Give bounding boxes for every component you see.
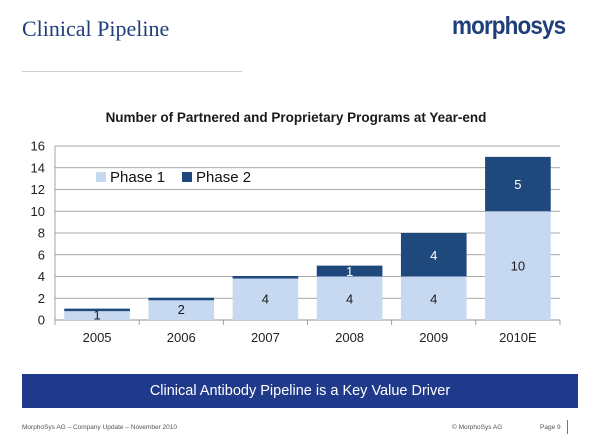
- x-tick-label: 2005: [83, 330, 112, 345]
- y-tick-label: 2: [38, 291, 45, 306]
- y-tick-label: 14: [31, 160, 45, 175]
- x-tick-label: 2006: [167, 330, 196, 345]
- x-tick-label: 2008: [335, 330, 364, 345]
- y-tick-label: 12: [31, 182, 45, 197]
- page-title: Clinical Pipeline: [22, 16, 170, 41]
- footer-page-number: Page 9: [540, 424, 561, 431]
- y-tick-label: 0: [38, 313, 45, 328]
- data-label: 1: [346, 264, 353, 279]
- bar-phase-1: [400, 276, 467, 320]
- y-tick-label: 6: [38, 247, 45, 262]
- data-label: 2: [178, 302, 185, 317]
- data-label: 4: [262, 291, 269, 306]
- bar-phase-1: [64, 309, 130, 320]
- page-number-separator: [567, 420, 568, 434]
- bar-phase-2: [232, 276, 299, 279]
- footer-copyright: © MorphoSys AG: [452, 424, 503, 431]
- data-label: 5: [514, 177, 521, 192]
- bar-phase-2: [316, 265, 383, 277]
- bar-phase-2: [64, 308, 130, 312]
- y-tick-label: 16: [31, 139, 45, 154]
- bar-phase-1: [485, 211, 551, 320]
- title-divider: [22, 71, 242, 72]
- data-label: 4: [430, 248, 437, 263]
- data-label: 1: [93, 308, 100, 323]
- x-tick-label: 2009: [419, 330, 448, 345]
- legend-swatch: [182, 172, 192, 182]
- key-message-banner: Clinical Antibody Pipeline is a Key Valu…: [22, 374, 578, 408]
- y-tick-label: 8: [38, 226, 45, 241]
- company-logo: morphosys: [452, 12, 566, 40]
- chart-title: Number of Partnered and Proprietary Prog…: [105, 110, 487, 125]
- legend-label: Phase 2: [196, 169, 251, 186]
- legend-label: Phase 1: [110, 169, 165, 186]
- data-label: 10: [511, 259, 525, 274]
- bar-phase-1: [232, 276, 299, 320]
- legend-swatch: [96, 172, 106, 182]
- y-tick-label: 10: [31, 204, 45, 219]
- bar-phase-2: [400, 233, 467, 277]
- x-tick-label: 2010E: [499, 330, 537, 345]
- bar-phase-2: [485, 156, 551, 212]
- stacked-bar-chart: 0 2 4 6 8 10 12 14 16 1 2005 2 2006 4 2007 4 1 2008 4 4 2009…: [31, 139, 561, 345]
- y-tick-label: 4: [38, 269, 45, 284]
- x-tick-label: 2007: [251, 330, 280, 345]
- footer-company-update: MorphoSys AG – Company Update – November…: [22, 424, 178, 431]
- bar-phase-1: [316, 276, 383, 320]
- bar-phase-1: [148, 298, 215, 320]
- data-label: 4: [430, 291, 437, 306]
- bar-phase-2: [148, 297, 215, 301]
- data-label: 4: [346, 291, 353, 306]
